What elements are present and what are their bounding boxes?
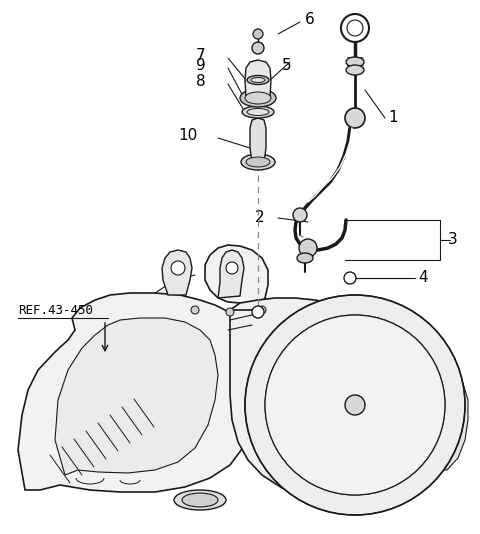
Polygon shape — [437, 368, 468, 470]
Polygon shape — [18, 245, 268, 492]
Text: 4: 4 — [418, 271, 428, 286]
Circle shape — [344, 272, 356, 284]
Text: 10: 10 — [178, 129, 197, 144]
Circle shape — [191, 306, 199, 314]
Circle shape — [258, 306, 266, 314]
Polygon shape — [230, 298, 453, 503]
Ellipse shape — [182, 493, 218, 507]
Ellipse shape — [346, 57, 364, 67]
Ellipse shape — [247, 108, 269, 115]
Circle shape — [345, 108, 365, 128]
Ellipse shape — [297, 253, 313, 263]
Text: 9: 9 — [196, 59, 206, 74]
Circle shape — [171, 261, 185, 275]
Ellipse shape — [245, 92, 271, 104]
Ellipse shape — [240, 89, 276, 107]
Text: 5: 5 — [282, 59, 292, 74]
Polygon shape — [162, 250, 192, 295]
Circle shape — [226, 308, 234, 316]
Ellipse shape — [247, 75, 269, 84]
Text: 2: 2 — [255, 210, 265, 225]
Text: 7: 7 — [196, 48, 205, 62]
Text: 8: 8 — [196, 75, 205, 90]
Circle shape — [265, 315, 445, 495]
Circle shape — [253, 29, 263, 39]
Circle shape — [293, 208, 307, 222]
Polygon shape — [55, 318, 218, 475]
Circle shape — [226, 262, 238, 274]
Text: 6: 6 — [305, 12, 315, 27]
Circle shape — [252, 306, 264, 318]
Ellipse shape — [174, 490, 226, 510]
Polygon shape — [250, 118, 266, 162]
Ellipse shape — [251, 77, 265, 82]
Circle shape — [345, 395, 365, 415]
Ellipse shape — [242, 106, 274, 118]
Ellipse shape — [246, 157, 270, 167]
Text: REF.43-450: REF.43-450 — [18, 303, 93, 317]
Polygon shape — [245, 60, 271, 98]
Text: 3: 3 — [448, 232, 458, 247]
Circle shape — [252, 42, 264, 54]
Circle shape — [245, 295, 465, 515]
Circle shape — [299, 239, 317, 257]
Ellipse shape — [346, 65, 364, 75]
Text: 1: 1 — [388, 111, 397, 125]
Ellipse shape — [241, 154, 275, 170]
Polygon shape — [218, 250, 244, 298]
